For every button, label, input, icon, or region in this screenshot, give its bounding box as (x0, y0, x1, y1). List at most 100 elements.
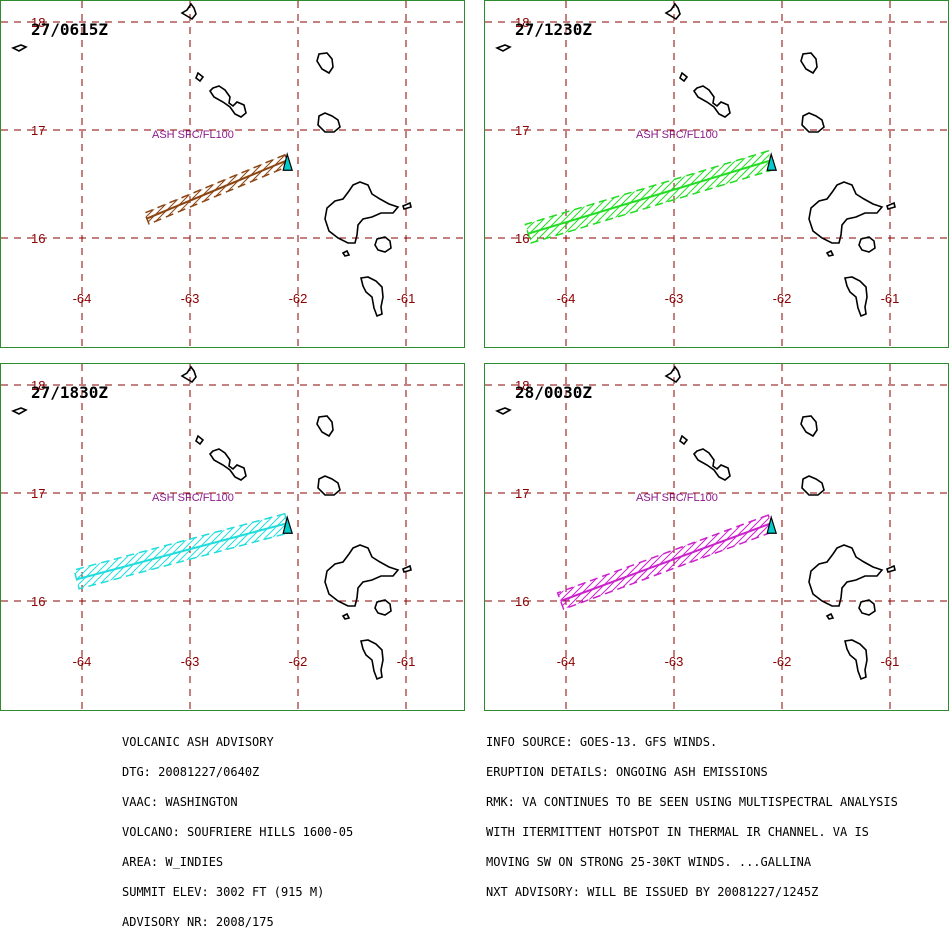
hatch-line (1, 1, 82, 348)
hatch-line (315, 1, 465, 348)
hatch-line (557, 515, 775, 610)
hatch-line (557, 515, 672, 610)
hatch-line (144, 154, 209, 224)
hatch-line (74, 513, 209, 589)
hatch-line (770, 515, 775, 610)
hatch-line (160, 513, 290, 589)
ash-level-label: ASH SFC/FL100 (636, 129, 718, 141)
hatch-line (322, 1, 465, 348)
hatch-line (485, 364, 545, 711)
hatch-line (557, 515, 749, 610)
lon-label: -62 (773, 654, 792, 669)
hatch-line (413, 1, 465, 348)
panel-timestamp: 27/1230Z (515, 20, 592, 39)
coastline (316, 52, 334, 75)
hatch-line (778, 364, 949, 711)
hatch-line (1, 1, 61, 348)
hatch-line (74, 513, 290, 589)
coastline (801, 112, 825, 133)
lat-label: 16 (515, 594, 529, 609)
advisory-line: INFO SOURCE: GOES-13. GFS WINDS. (486, 735, 718, 749)
hatch-line (251, 513, 290, 589)
hatch-line (1, 364, 19, 711)
hatch-line (74, 513, 265, 589)
coastline (324, 181, 400, 244)
hatch-line (925, 1, 949, 348)
advisory-remarks-right: INFO SOURCE: GOES-13. GFS WINDS. ERUPTIO… (486, 717, 898, 907)
hatch-line (167, 154, 290, 224)
coastline (11, 44, 28, 52)
coastline (692, 85, 731, 118)
hatch-line (707, 150, 775, 243)
hatch-line (74, 513, 251, 589)
lon-label: -63 (181, 654, 200, 669)
hatch-line (144, 154, 290, 224)
map-panel: -64 -63 -62 -61 18 17 16 ASH SFC/FL100 27/1830Z (0, 363, 465, 711)
coastline (858, 599, 876, 616)
hatch-line (427, 1, 465, 348)
hatch-line (560, 150, 775, 243)
hatch-line (1, 1, 33, 348)
hatch-line (525, 150, 560, 243)
hatch-line (427, 364, 465, 711)
hatch-line (525, 150, 775, 243)
hatch-line (74, 513, 290, 589)
hatch-line (209, 154, 290, 224)
hatch-line (525, 150, 567, 243)
hatch-line (679, 515, 775, 610)
hatch-line (525, 150, 742, 243)
lat-label: 18 (515, 15, 529, 30)
hatch-line (735, 515, 775, 610)
hatch-line (946, 364, 949, 711)
hatch-line (74, 513, 290, 589)
coastline (664, 2, 681, 21)
hatch-line (525, 150, 735, 243)
hatch-line (90, 513, 290, 589)
hatch-line (462, 1, 465, 348)
hatch-line (763, 515, 775, 610)
hatch-line (144, 154, 290, 224)
coastline (316, 415, 334, 438)
hatch-line (862, 1, 949, 348)
plume-hatching (485, 1, 949, 348)
coastline (801, 475, 825, 496)
hatch-line (485, 364, 510, 711)
hatch-line (202, 513, 290, 589)
advisory-line: ADVISORY NR: 2008/175 (122, 915, 274, 929)
hatch-line (202, 154, 290, 224)
advisory-line: DTG: 20081227/0640Z (122, 765, 260, 779)
coastline (800, 415, 818, 438)
map-canvas: -64 -63 -62 -61 18 17 16 ASH SFC/FL100 28/0030Z (485, 364, 949, 711)
hatch-line (279, 513, 290, 589)
hatch-line (144, 154, 237, 224)
coastline (679, 434, 689, 446)
hatch-line (144, 154, 244, 224)
hatch-line (532, 150, 775, 243)
hatch-line (485, 1, 503, 348)
coastline (664, 365, 681, 384)
hatch-line (1, 364, 68, 711)
hatch-line (74, 513, 258, 589)
hatch-line (308, 364, 465, 711)
coastline (341, 249, 351, 257)
coastline (825, 612, 835, 620)
hatch-line (700, 150, 775, 243)
hatch-line (525, 150, 679, 243)
hatch-line (448, 364, 465, 711)
lon-label: -61 (397, 291, 416, 306)
hatch-line (462, 364, 465, 711)
hatch-line (144, 154, 290, 224)
hatch-line (455, 1, 465, 348)
hatch-line (911, 1, 949, 348)
hatch-line (855, 1, 949, 348)
hatch-line (485, 364, 524, 711)
hatch-line (1, 1, 12, 348)
panel-timestamp: 28/0030Z (515, 383, 592, 402)
hatch-line (911, 364, 949, 711)
hatch-line (1, 364, 5, 711)
hatch-line (525, 150, 553, 243)
hatch-line (153, 154, 290, 224)
coastline (324, 544, 400, 607)
hatch-line (167, 513, 290, 589)
coastline (692, 448, 731, 481)
